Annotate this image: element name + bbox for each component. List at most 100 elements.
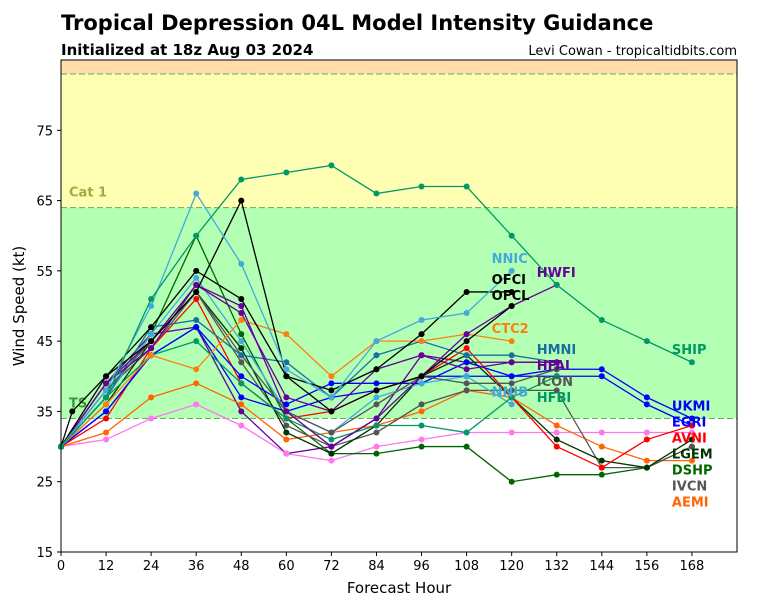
data-point bbox=[283, 169, 290, 176]
data-point bbox=[193, 288, 200, 295]
data-point bbox=[69, 408, 76, 415]
data-point bbox=[328, 408, 335, 415]
x-tick-label: 12 bbox=[98, 559, 115, 574]
series-label: HFAI bbox=[537, 359, 570, 374]
data-point bbox=[193, 324, 200, 331]
data-point bbox=[238, 295, 245, 302]
x-tick-label: 84 bbox=[368, 559, 385, 574]
data-point bbox=[283, 429, 290, 436]
data-point bbox=[553, 429, 560, 436]
series-line bbox=[60, 198, 513, 447]
data-point bbox=[103, 436, 110, 443]
series-label: ICON bbox=[537, 375, 573, 390]
data-point bbox=[328, 457, 335, 464]
data-point bbox=[463, 345, 470, 352]
data-point bbox=[373, 401, 380, 408]
data-point bbox=[148, 295, 155, 302]
series-line bbox=[60, 290, 557, 447]
data-point bbox=[148, 303, 155, 309]
data-point bbox=[238, 380, 245, 387]
data-point bbox=[598, 464, 605, 471]
data-point bbox=[373, 450, 380, 457]
x-tick-label: 60 bbox=[278, 559, 295, 574]
data-point bbox=[238, 408, 245, 415]
series-group bbox=[58, 162, 695, 485]
data-point bbox=[373, 415, 380, 422]
data-point bbox=[418, 331, 425, 338]
data-point bbox=[283, 450, 290, 457]
data-point bbox=[238, 260, 245, 267]
data-point bbox=[103, 401, 110, 408]
data-point bbox=[283, 408, 290, 415]
data-point bbox=[328, 380, 335, 387]
data-point bbox=[238, 352, 245, 359]
data-point bbox=[643, 429, 650, 436]
x-tick-label: 0 bbox=[57, 559, 65, 574]
y-tick-label: 65 bbox=[36, 195, 53, 210]
data-point bbox=[418, 317, 425, 324]
data-point bbox=[688, 415, 695, 422]
series-label: SHIP bbox=[672, 343, 707, 358]
data-point bbox=[643, 464, 650, 471]
data-point bbox=[193, 338, 200, 345]
data-point bbox=[193, 317, 200, 324]
data-point bbox=[328, 429, 335, 436]
data-point bbox=[373, 387, 380, 394]
data-point bbox=[643, 394, 650, 401]
chart-subtitle: Initialized at 18z Aug 03 2024 bbox=[61, 41, 313, 59]
data-point bbox=[373, 394, 380, 401]
data-point bbox=[643, 436, 650, 443]
series-label: HMNI bbox=[537, 343, 577, 358]
data-point bbox=[463, 366, 470, 373]
data-point bbox=[643, 338, 650, 345]
series-line bbox=[60, 284, 557, 447]
data-point bbox=[418, 436, 425, 443]
series-label: NNIC bbox=[492, 252, 528, 267]
data-point bbox=[238, 197, 245, 204]
data-point bbox=[373, 443, 380, 450]
data-point bbox=[283, 401, 290, 408]
y-axis-label: Wind Speed (kt) bbox=[10, 246, 28, 367]
data-point bbox=[238, 422, 245, 429]
data-point bbox=[643, 401, 650, 408]
data-point bbox=[328, 436, 335, 443]
data-point bbox=[418, 338, 425, 345]
data-point bbox=[238, 338, 245, 345]
data-point bbox=[238, 331, 245, 338]
data-point bbox=[463, 429, 470, 436]
series-line bbox=[60, 284, 558, 448]
data-point bbox=[103, 387, 110, 394]
x-tick-label: 24 bbox=[143, 559, 160, 574]
data-point bbox=[193, 295, 200, 302]
data-point bbox=[283, 366, 290, 373]
data-point bbox=[553, 387, 560, 394]
data-point bbox=[418, 380, 425, 387]
data-point bbox=[328, 373, 335, 380]
x-tick-label: 96 bbox=[413, 559, 430, 574]
data-point bbox=[508, 303, 515, 309]
y-tick-label: 25 bbox=[36, 476, 53, 491]
data-point bbox=[688, 443, 695, 450]
axes: 0 12 24 36 48 60 72 84 96 108 120 132 144 156 168 15 25 3… bbox=[36, 124, 704, 574]
data-point bbox=[283, 394, 290, 401]
series-label: OFCI bbox=[492, 273, 526, 288]
data-point bbox=[508, 401, 515, 408]
x-tick-label: 48 bbox=[233, 559, 250, 574]
data-point bbox=[418, 422, 425, 429]
data-point bbox=[418, 352, 425, 359]
data-point bbox=[688, 422, 695, 429]
data-point bbox=[238, 345, 245, 352]
data-point bbox=[598, 317, 605, 324]
data-point bbox=[508, 429, 515, 436]
data-point bbox=[373, 352, 380, 359]
x-tick-label: 156 bbox=[634, 559, 659, 574]
series-label: UKMI bbox=[672, 399, 710, 414]
y-tick-label: 15 bbox=[36, 546, 53, 561]
series-label: OFCL bbox=[492, 289, 530, 304]
data-point bbox=[283, 436, 290, 443]
y-tick-label: 75 bbox=[36, 124, 53, 139]
data-point bbox=[148, 338, 155, 345]
data-point bbox=[238, 373, 245, 380]
